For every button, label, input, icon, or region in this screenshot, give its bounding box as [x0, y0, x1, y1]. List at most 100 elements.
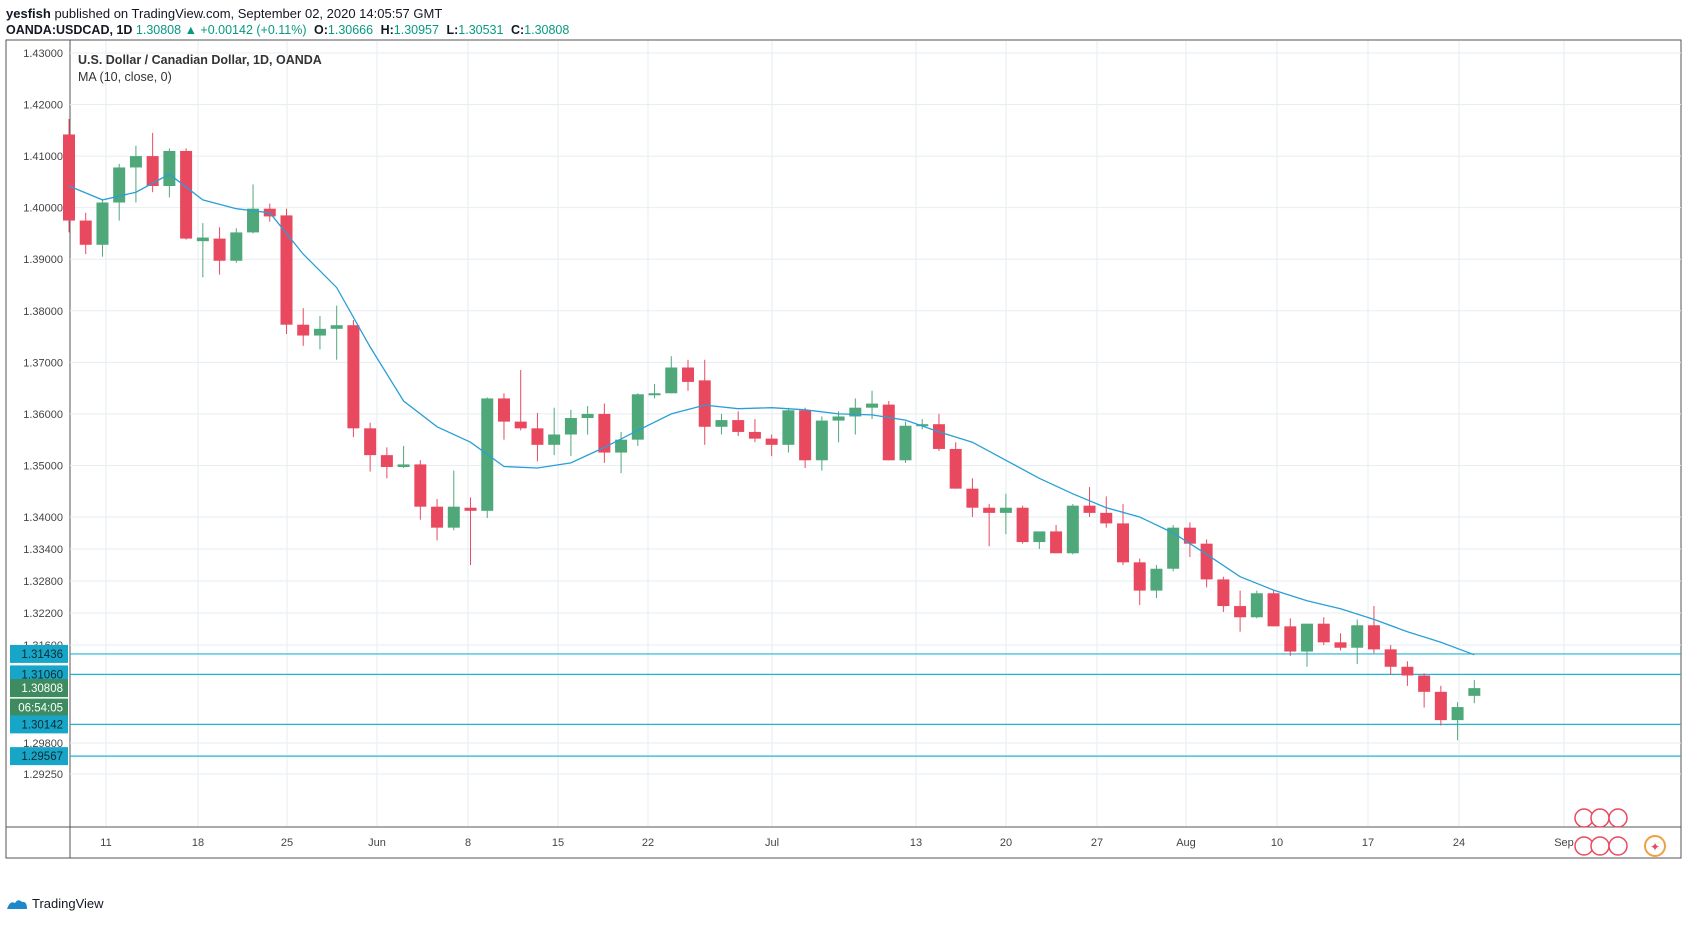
candle[interactable] — [1100, 496, 1113, 528]
candle[interactable] — [1451, 702, 1464, 741]
candle[interactable] — [514, 370, 527, 431]
candle[interactable] — [849, 398, 862, 435]
candle[interactable] — [648, 383, 661, 399]
candle[interactable] — [1317, 617, 1330, 645]
candle[interactable] — [213, 227, 226, 275]
candle[interactable] — [765, 434, 778, 457]
candle[interactable] — [464, 497, 477, 565]
candle[interactable] — [1468, 680, 1481, 704]
candle[interactable] — [1367, 606, 1380, 654]
candle[interactable] — [715, 413, 728, 435]
candle[interactable] — [815, 416, 828, 471]
candle[interactable] — [899, 421, 912, 463]
candle[interactable] — [1050, 525, 1063, 554]
candle[interactable] — [247, 184, 260, 234]
candle[interactable] — [414, 460, 427, 520]
candle[interactable] — [96, 199, 109, 257]
candle[interactable] — [397, 445, 410, 469]
candle[interactable] — [1066, 504, 1079, 555]
event-canada-icon[interactable] — [1644, 835, 1666, 857]
candle[interactable] — [297, 308, 310, 346]
price-label-text: 1.29567 — [21, 751, 63, 763]
candle[interactable] — [380, 447, 393, 479]
candle-body — [1317, 623, 1330, 643]
ma-10-line[interactable] — [68, 173, 1475, 656]
candle[interactable] — [564, 409, 577, 457]
candle[interactable] — [581, 406, 594, 435]
event-flag-icon[interactable] — [1590, 836, 1610, 856]
footer-brand[interactable]: TradingView — [6, 896, 104, 911]
candle[interactable] — [129, 145, 142, 203]
candle[interactable] — [598, 403, 611, 463]
candle[interactable] — [1234, 590, 1247, 632]
candle[interactable] — [698, 359, 711, 445]
candle[interactable] — [1418, 673, 1431, 708]
candle[interactable] — [548, 407, 561, 456]
candle[interactable] — [431, 498, 444, 541]
economic-events-icons[interactable]: ✦ — [1574, 808, 1666, 857]
candle[interactable] — [966, 478, 979, 517]
candle[interactable] — [665, 356, 678, 394]
candle[interactable] — [949, 442, 962, 489]
candle[interactable] — [1167, 525, 1180, 572]
candle[interactable] — [1133, 558, 1146, 605]
candle[interactable] — [163, 148, 176, 198]
candle[interactable] — [983, 504, 996, 547]
candle[interactable] — [180, 148, 193, 240]
candle[interactable] — [447, 470, 460, 531]
candle[interactable] — [782, 407, 795, 453]
candle[interactable] — [916, 419, 929, 430]
candle[interactable] — [347, 320, 360, 438]
ma-indicator-label[interactable]: MA (10, close, 0) — [78, 70, 172, 84]
candle[interactable] — [631, 393, 644, 446]
candle[interactable] — [63, 118, 75, 233]
candle[interactable] — [1183, 522, 1196, 557]
candle[interactable] — [682, 359, 695, 391]
price-scale-label: 1.31436 — [10, 644, 68, 663]
candle[interactable] — [1384, 645, 1397, 675]
candle[interactable] — [832, 411, 845, 443]
candle[interactable] — [497, 393, 510, 440]
candle-body — [213, 238, 226, 261]
candle[interactable] — [330, 305, 343, 360]
candle[interactable] — [1284, 618, 1297, 656]
candle[interactable] — [999, 493, 1012, 535]
candle[interactable] — [1016, 505, 1029, 544]
candle[interactable] — [1351, 619, 1364, 665]
candle[interactable] — [364, 422, 377, 472]
candle-body — [1150, 568, 1163, 591]
candle[interactable] — [615, 431, 628, 474]
candle[interactable] — [1250, 590, 1263, 619]
candle[interactable] — [1033, 531, 1046, 549]
candle[interactable] — [146, 132, 159, 193]
candle-body — [916, 424, 929, 427]
x-tick-label: 10 — [1271, 837, 1283, 849]
candle[interactable] — [79, 212, 92, 255]
candle[interactable] — [882, 401, 895, 461]
close-value: 1.30808 — [524, 23, 570, 37]
author-name[interactable]: yesfish — [6, 6, 51, 21]
candle[interactable] — [1334, 633, 1347, 651]
candle[interactable] — [1267, 590, 1280, 627]
event-flag-icon[interactable] — [1608, 836, 1628, 856]
event-flag-icon[interactable] — [1590, 808, 1610, 828]
candle[interactable] — [1083, 487, 1096, 517]
candle[interactable] — [196, 223, 209, 278]
candle[interactable] — [1434, 685, 1447, 726]
candle[interactable] — [799, 407, 812, 469]
candle[interactable] — [313, 315, 326, 350]
candle[interactable] — [280, 208, 293, 334]
candle[interactable] — [1217, 576, 1230, 612]
candle[interactable] — [732, 411, 745, 437]
candle[interactable] — [531, 412, 544, 462]
candle[interactable] — [113, 163, 126, 221]
candle[interactable] — [748, 419, 761, 443]
candle[interactable] — [1150, 565, 1163, 599]
candle[interactable] — [230, 228, 243, 263]
event-flag-icon[interactable] — [1608, 808, 1628, 828]
candle[interactable] — [1401, 661, 1414, 686]
candle[interactable] — [1116, 504, 1129, 565]
candle[interactable] — [1200, 539, 1213, 588]
candle[interactable] — [1301, 623, 1314, 667]
